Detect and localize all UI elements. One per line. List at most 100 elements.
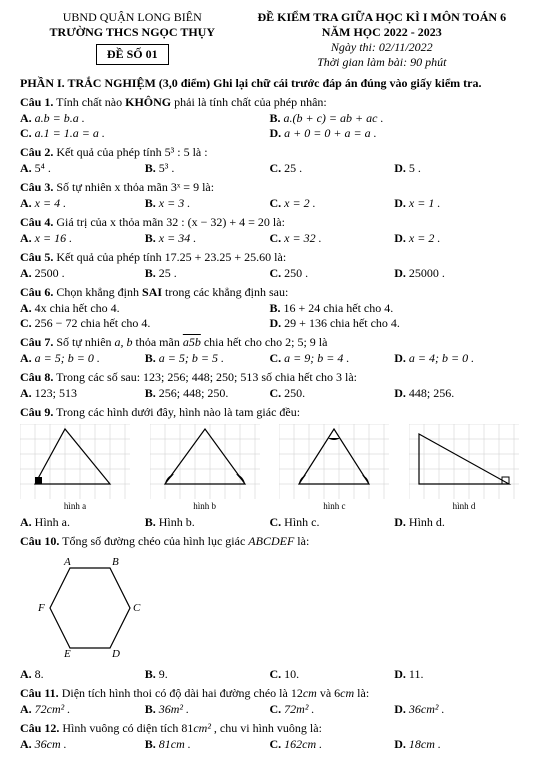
q8-opt-b: 256; 448; 250. [159,386,229,400]
q10-label: Câu 10. [20,534,59,548]
q11-text: Diện tích hình thoi có độ dài hai đường … [62,686,369,700]
q2-label: Câu 2. [20,145,53,159]
q3-text: Số tự nhiên x thỏa mãn 3ˣ = 9 là: [56,180,214,194]
question-12: Câu 12. Hình vuông có diện tích 81cm² , … [20,721,519,752]
q11-opt-b: 36m² . [159,702,189,716]
q4-text: Giá trị của x thỏa mãn 32 : (x − 32) + 4… [56,215,285,229]
q7-opt-d: a = 4; b = 0 . [409,351,474,365]
q4-opt-d: x = 2 . [409,231,440,245]
q8-opt-a: 123; 513 [35,386,77,400]
exam-date: Ngày thi: 02/11/2022 [245,40,519,55]
q11-label: Câu 11. [20,686,59,700]
triangle-a-svg [20,424,130,499]
q7-text: Số tự nhiên a, b thỏa mãn a5b chia hết c… [56,335,327,349]
hexagon-svg: A B C D E F [20,553,160,663]
question-4: Câu 4. Giá trị của x thỏa mãn 32 : (x − … [20,215,519,246]
header-left: UBND QUẬN LONG BIÊN TRƯỜNG THCS NGỌC THỤ… [20,10,245,70]
q9-opt-d: Hình d. [409,515,445,529]
question-6: Câu 6. Chọn khẳng định SAI trong các khẳ… [20,285,519,331]
q6-opt-c: 256 − 72 chia hết cho 4. [35,316,151,330]
q11-opt-a: 72cm² . [35,702,71,716]
q6-bold: SAI [142,285,162,299]
q10-text: Tổng số đường chéo của hình lục giác ABC… [62,534,309,548]
q9-opt-b: Hình b. [159,515,195,529]
question-5: Câu 5. Kết quả của phép tính 17.25 + 23.… [20,250,519,281]
figure-c: hình c [279,424,389,511]
q10-opt-a: 8. [35,667,44,681]
q6-opt-a: 4x chia hết cho 4. [35,301,120,315]
figure-d: hình d [409,424,519,511]
q2-opt-a: 5⁴ . [35,161,51,175]
q2-opt-d: 5 . [409,161,421,175]
q6-text-a: Chọn khẳng định [56,285,139,299]
q6-text-b: trong các khẳng định sau: [165,285,288,299]
part1-title: PHẦN I. TRẮC NGHIỆM (3,0 điểm) Ghi lại c… [20,76,519,91]
svg-text:B: B [112,556,119,568]
q2-text: Kết quả của phép tính 5³ : 5 là : [56,145,207,159]
question-8: Câu 8. Trong các số sau: 123; 256; 448; … [20,370,519,401]
q9-text: Trong các hình dưới đây, hình nào là tam… [56,405,300,419]
exam-title: ĐỀ KIỂM TRA GIỮA HỌC KÌ I MÔN TOÁN 6 [245,10,519,25]
q4-label: Câu 4. [20,215,53,229]
q12-opt-c: 162cm . [284,737,322,751]
q8-label: Câu 8. [20,370,53,384]
q5-opt-c: 250 . [284,266,308,280]
q3-opt-c: x = 2 . [284,196,315,210]
question-3: Câu 3. Số tự nhiên x thỏa mãn 3ˣ = 9 là:… [20,180,519,211]
q8-opt-c: 250. [284,386,305,400]
q11-opt-d: 36cm² . [409,702,445,716]
triangle-b-svg [150,424,260,499]
q12-opt-a: 36cm . [35,737,67,751]
q2-opt-c: 25 . [284,161,302,175]
q10-opt-d: 11. [409,667,424,681]
q12-label: Câu 12. [20,721,59,735]
q10-opt-c: 10. [284,667,299,681]
q1-text-a: Tính chất nào [56,95,122,109]
q6-label: Câu 6. [20,285,53,299]
svg-text:E: E [63,648,71,660]
q9-opt-a: Hình a. [35,515,70,529]
exam-duration: Thời gian làm bài: 90 phút [245,55,519,70]
fig-c-caption: hình c [279,501,389,511]
q7-opt-c: a = 9; b = 4 . [284,351,349,365]
q12-opt-d: 18cm . [409,737,441,751]
q10-options: A. 8. B. 9. C. 10. D. 11. [20,667,519,682]
q4-opt-a: x = 16 . [35,231,72,245]
q6-opt-b: 16 + 24 chia hết cho 4. [284,301,394,315]
svg-text:D: D [111,648,120,660]
q2-opt-b: 5³ . [159,161,175,175]
svg-text:A: A [63,556,71,568]
question-11: Câu 11. Diện tích hình thoi có độ dài ha… [20,686,519,717]
q12-text: Hình vuông có diện tích 81cm² , chu vi h… [62,721,322,735]
q4-opt-b: x = 34 . [159,231,196,245]
q4-opt-c: x = 32 . [284,231,321,245]
q5-opt-d: 25000 . [409,266,445,280]
fig-a-caption: hình a [20,501,130,511]
q8-text: Trong các số sau: 123; 256; 448; 250; 51… [56,370,357,384]
q5-opt-b: 25 . [159,266,177,280]
figure-a: hình a [20,424,130,511]
q1-opt-a: a.b = b.a . [35,111,85,125]
q10-opt-b: 9. [159,667,168,681]
q1-bold: KHÔNG [125,95,171,109]
exam-year: NĂM HỌC 2022 - 2023 [245,25,519,40]
q5-text: Kết quả của phép tính 17.25 + 23.25 + 25… [56,250,286,264]
q6-opt-d: 29 + 136 chia hết cho 4. [284,316,400,330]
q9-options: A. Hình a. B. Hình b. C. Hình c. D. Hình… [20,515,519,530]
q3-opt-a: x = 4 . [35,196,66,210]
district-line: UBND QUẬN LONG BIÊN [20,10,245,25]
q12-opt-b: 81cm . [159,737,191,751]
q7-label: Câu 7. [20,335,53,349]
q3-opt-b: x = 3 . [159,196,190,210]
triangle-figures: hình a hình b hình c [20,424,519,511]
header-right: ĐỀ KIỂM TRA GIỮA HỌC KÌ I MÔN TOÁN 6 NĂM… [245,10,519,70]
q1-opt-d: a + 0 = 0 + a = a . [284,126,376,140]
q8-opt-d: 448; 256. [409,386,454,400]
school-line: TRƯỜNG THCS NGỌC THỤY [20,25,245,40]
svg-text:C: C [133,602,141,614]
q3-opt-d: x = 1 . [409,196,440,210]
q9-label: Câu 9. [20,405,53,419]
q11-opt-c: 72m² . [284,702,314,716]
q1-text-b: phải là tính chất của phép nhân: [174,95,327,109]
exam-number-box: ĐỀ SỐ 01 [96,44,169,65]
